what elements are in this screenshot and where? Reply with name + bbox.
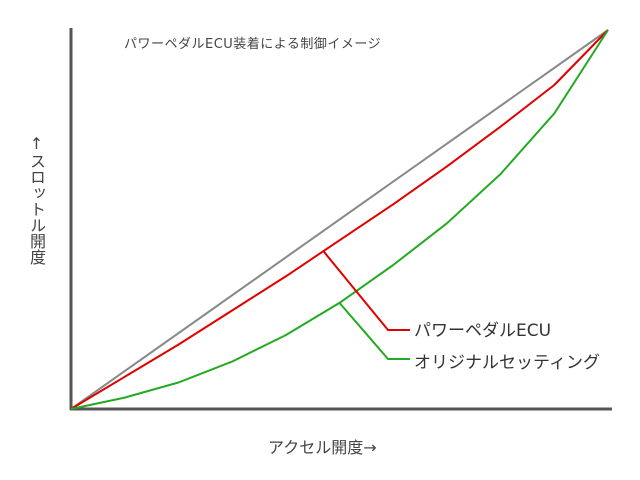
y-axis-label: ↑スロットル開度 — [27, 134, 46, 265]
chart-title: パワーペダルECU装着による制御イメージ — [124, 37, 382, 52]
linear-reference-line — [70, 29, 609, 410]
legend-leader-original — [338, 302, 410, 360]
power-pedal-ecu-line — [70, 29, 609, 410]
x-axis-label: アクセル開度→ — [268, 438, 377, 457]
legend-leader-power-pedal — [322, 250, 410, 331]
legend-label-power-pedal: パワーペダルECU — [414, 321, 552, 341]
legend-label-original: オリジナルセッティング — [414, 353, 600, 373]
